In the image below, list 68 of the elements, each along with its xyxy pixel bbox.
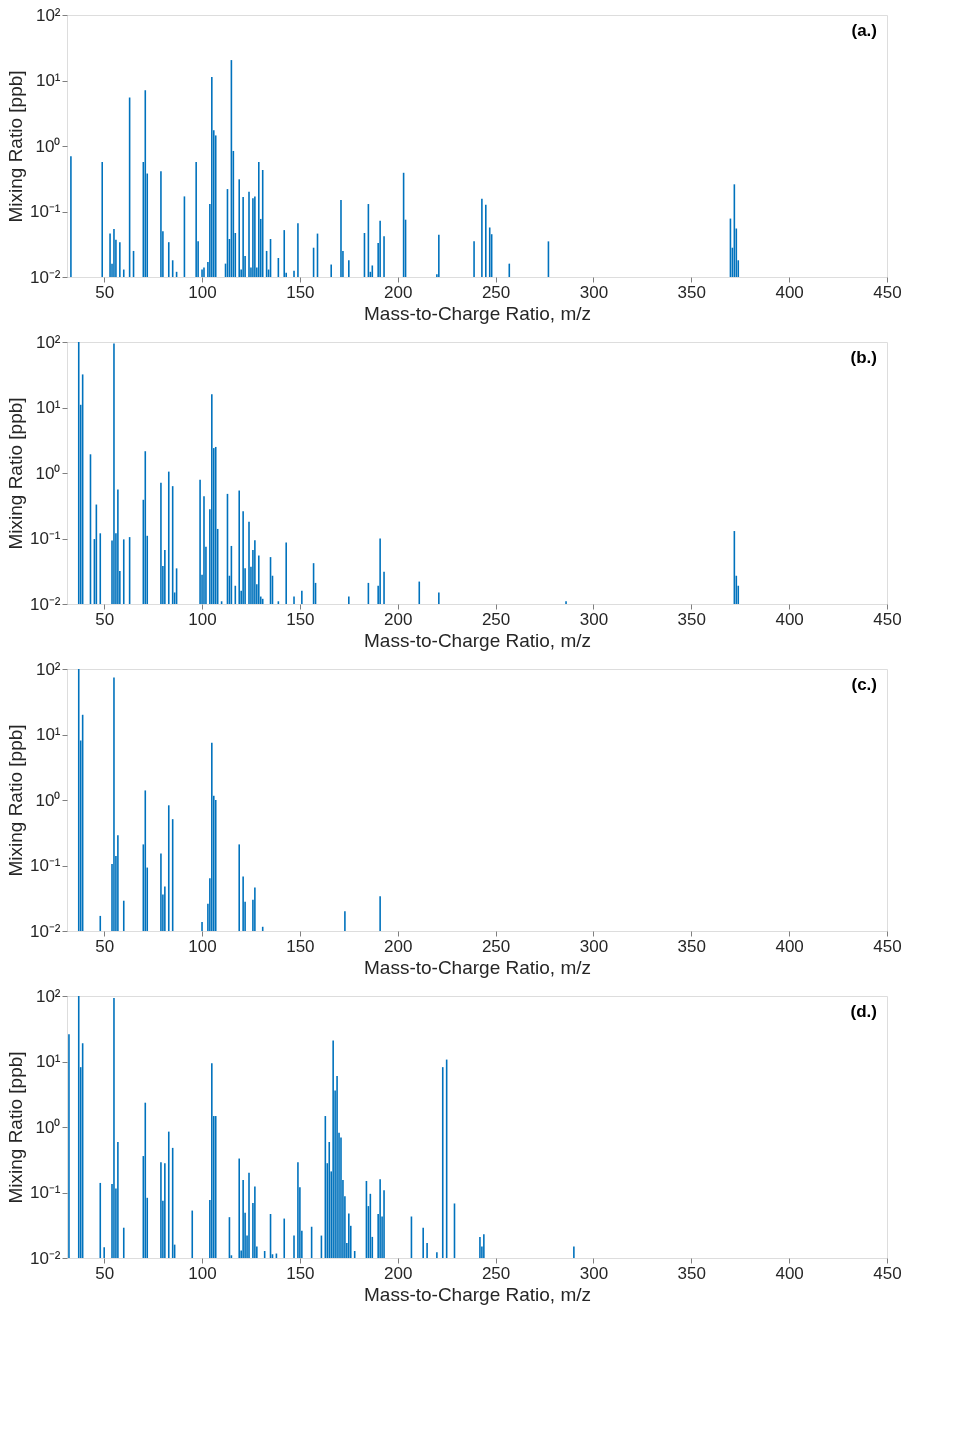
x-tick-label: 250 [481,1263,511,1283]
y-tick-label: 10⁻² [29,267,61,287]
y-tick-label: 10⁻¹ [29,529,61,548]
x-tick-label: 400 [775,282,804,302]
y-tick-label: 10⁻¹ [29,856,61,875]
x-tick-label: 200 [384,936,413,956]
x-tick-label: 250 [481,609,511,629]
x-tick-label: 450 [873,936,902,956]
y-axis-title: Mixing Ratio [ppb] [4,70,26,223]
y-axis-title: Mixing Ratio [ppb] [4,1051,26,1204]
x-tick-label: 350 [677,609,706,629]
y-axis-title: Mixing Ratio [ppb] [4,397,26,550]
x-tick-label: 150 [286,1263,315,1283]
y-tick-label: 10⁰ [35,1117,61,1137]
x-tick-label: 250 [481,936,511,956]
x-axis-title: Mass-to-Charge Ratio, m/z [363,1283,592,1305]
annotation: (c.) [851,675,877,694]
x-tick-label: 150 [286,282,315,302]
x-axis-title: Mass-to-Charge Ratio, m/z [363,956,592,978]
y-tick-label: 10² [35,5,61,25]
x-tick-label: 200 [384,282,413,302]
x-tick-label: 450 [873,609,902,629]
annotation: (b.) [850,348,877,367]
y-tick-label: 10¹ [35,725,61,744]
annotation: (d.) [850,1002,877,1021]
x-tick-label: 350 [677,1263,706,1283]
x-tick-label: 100 [188,1263,217,1283]
y-tick-label: 10¹ [35,398,61,417]
x-tick-label: 350 [677,282,706,302]
x-tick-label: 100 [188,936,217,956]
y-tick-label: 10⁻² [29,594,61,614]
x-tick-label: 300 [579,609,609,629]
x-tick-label: 100 [188,282,217,302]
x-tick-label: 50 [95,1263,115,1283]
x-tick-label: 400 [775,1263,804,1283]
x-tick-label: 200 [384,1263,413,1283]
y-tick-label: 10⁰ [35,136,61,156]
x-tick-label: 450 [873,282,902,302]
annotation: (a.) [851,21,877,40]
y-tick-label: 10⁰ [35,790,61,810]
x-axis-title: Mass-to-Charge Ratio, m/z [363,629,592,651]
x-tick-label: 100 [188,609,217,629]
x-axis-title: Mass-to-Charge Ratio, m/z [363,302,592,324]
y-tick-label: 10¹ [35,71,61,90]
y-tick-label: 10⁻² [29,1248,61,1268]
x-tick-label: 200 [384,609,413,629]
x-tick-label: 300 [579,936,609,956]
x-tick-label: 50 [95,282,115,302]
x-tick-label: 400 [775,936,804,956]
y-tick-label: 10⁰ [35,463,61,483]
y-tick-label: 10² [35,986,61,1006]
y-tick-label: 10² [35,659,61,679]
y-tick-label: 10⁻¹ [29,202,61,221]
x-tick-label: 50 [95,609,115,629]
x-tick-label: 300 [579,1263,609,1283]
y-tick-label: 10⁻¹ [29,1183,61,1202]
y-tick-label: 10² [35,332,61,352]
y-tick-label: 10¹ [35,1052,61,1071]
x-tick-label: 450 [873,1263,902,1283]
y-tick-label: 10⁻² [29,921,61,941]
y-axis-title: Mixing Ratio [ppb] [4,724,26,877]
x-tick-label: 350 [677,936,706,956]
x-tick-label: 50 [95,936,115,956]
x-tick-label: 150 [286,609,315,629]
x-tick-label: 400 [775,609,804,629]
x-tick-label: 300 [579,282,609,302]
x-tick-label: 250 [481,282,511,302]
x-tick-label: 150 [286,936,315,956]
